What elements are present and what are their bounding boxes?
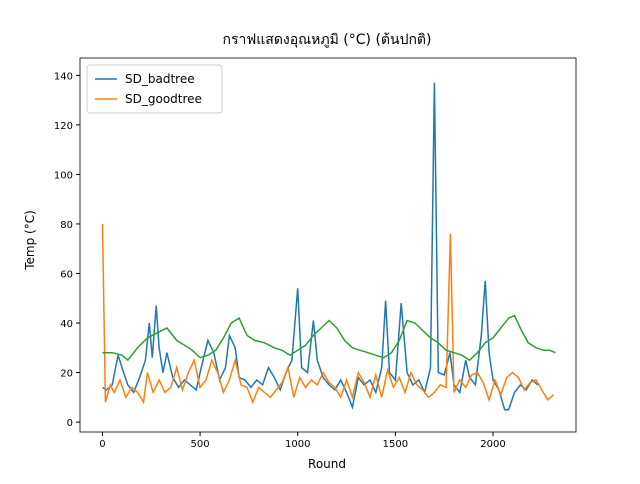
legend-label: SD_goodtree: [125, 92, 202, 106]
x-tick-label: 0: [99, 439, 105, 450]
x-tick-label: 500: [191, 439, 210, 450]
y-axis-label: Temp (°C): [23, 210, 37, 271]
y-tick-label: 20: [60, 369, 73, 380]
chart-title: กราฟแสดงอุณหภูมิ (°C) (ต้นปกติ): [223, 32, 432, 48]
y-tick-label: 0: [67, 418, 73, 429]
y-tick-label: 40: [60, 319, 73, 330]
y-tick-label: 120: [54, 121, 73, 132]
y-tick-label: 80: [60, 220, 73, 231]
series-line: [101, 223, 554, 405]
x-tick-label: 2000: [480, 439, 505, 450]
y-tick-label: 60: [60, 269, 73, 280]
legend-label: SD_badtree: [125, 72, 195, 86]
plot-frame: [79, 57, 577, 433]
series-line: [102, 82, 539, 411]
x-tick-label: 1000: [285, 439, 310, 450]
legend-box: [86, 64, 223, 114]
y-tick-label: 140: [54, 71, 73, 82]
y-tick-label: 100: [54, 170, 73, 181]
x-tick-label: 1500: [383, 439, 408, 450]
series-line: [102, 314, 556, 362]
x-axis-label: Round: [308, 457, 346, 471]
